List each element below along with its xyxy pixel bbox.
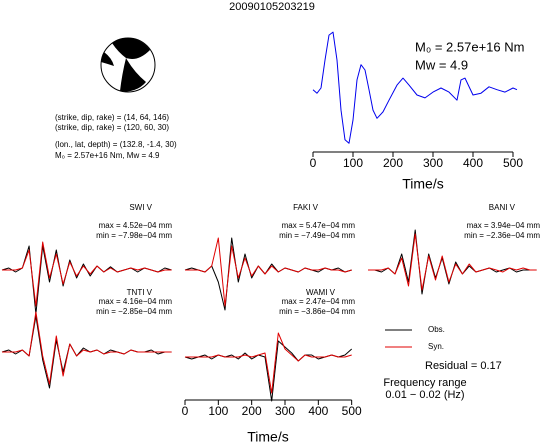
trace	[312, 31, 518, 144]
trace	[368, 233, 537, 291]
legend-label: Obs.	[428, 325, 445, 334]
annotation: Mw = 4.9	[415, 57, 468, 72]
station-label: BANI V	[489, 203, 516, 212]
x-tick-label: 200	[242, 404, 262, 418]
x-tick-label: 0	[310, 156, 317, 170]
trace	[2, 311, 172, 385]
mechanism-line: (strike, dip, rake) = (120, 60, 30)	[55, 123, 169, 132]
station-label: TNTI V	[127, 288, 153, 297]
x-tick-label: 200	[383, 156, 403, 170]
annotation: max = 5.47e−04 mm	[282, 221, 356, 230]
station-label: FAKI V	[293, 203, 319, 212]
annotation: max = 2.47e−04 mm	[282, 297, 356, 306]
legend-label: Syn.	[428, 342, 444, 351]
beachball	[100, 37, 156, 93]
station-label: WAMI V	[306, 288, 336, 297]
mechanism-line: (strike, dip, rake) = (14, 64, 146)	[55, 113, 169, 122]
annotation: min = −7.49e−04 mm	[279, 231, 355, 240]
mechanism-line: M₀ = 2.57e+16 Nm, Mw = 4.9	[55, 151, 160, 160]
annotation: min = −2.85e−04 mm	[96, 307, 172, 316]
figure-title: 20090105203219	[229, 1, 315, 13]
x-tick-label: 400	[308, 404, 328, 418]
annotation: min = −2.36e−04 mm	[464, 231, 540, 240]
annotation: M₀ = 2.57e+16 Nm	[415, 39, 524, 54]
annotation: min = −7.98e−04 mm	[96, 231, 172, 240]
trace	[185, 332, 352, 394]
frequency-label: Frequency range	[383, 377, 466, 389]
x-tick-label: 100	[208, 404, 228, 418]
x-tick-label: 100	[343, 156, 363, 170]
residual: Residual = 0.17	[425, 360, 502, 372]
trace	[2, 241, 172, 307]
annotation: max = 4.52e−04 mm	[99, 221, 173, 230]
trace	[185, 237, 352, 307]
x-tick-label: 400	[463, 156, 483, 170]
x-tick-label: 500	[342, 404, 362, 418]
x-tick-label: 300	[423, 156, 443, 170]
x-axis-label: Time/s	[402, 176, 443, 192]
annotation: max = 3.94e−04 mm	[467, 221, 541, 230]
x-tick-label: 500	[503, 156, 523, 170]
frequency-value: 0.01 − 0.02 (Hz)	[385, 389, 464, 401]
mechanism-line: (lon., lat, depth) = (132.8, -1.4, 30)	[55, 140, 177, 149]
annotation: max = 4.16e−04 mm	[99, 297, 173, 306]
x-axis-label: Time/s	[247, 429, 288, 445]
x-tick-label: 300	[275, 404, 295, 418]
station-label: SWI V	[129, 203, 152, 212]
annotation: min = −3.86e−04 mm	[279, 307, 355, 316]
x-tick-label: 0	[182, 404, 189, 418]
